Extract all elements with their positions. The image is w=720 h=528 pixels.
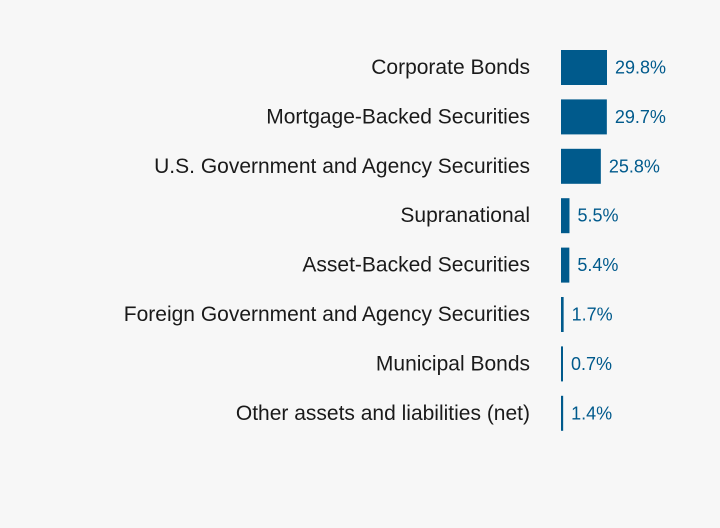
value-label: 0.7% [571, 354, 612, 374]
category-label: Foreign Government and Agency Securities [124, 303, 530, 326]
bars [561, 50, 607, 431]
value-label: 1.4% [571, 403, 612, 423]
value-label: 1.7% [572, 305, 613, 325]
value-label: 5.4% [577, 255, 618, 275]
category-label: Mortgage-Backed Securities [266, 105, 530, 128]
bar [561, 148, 601, 184]
category-label: Asset-Backed Securities [302, 254, 530, 277]
value-label: 25.8% [609, 156, 660, 176]
value-label: 29.7% [615, 107, 666, 127]
category-label: U.S. Government and Agency Securities [154, 155, 530, 178]
category-label: Municipal Bonds [376, 352, 530, 375]
value-label: 5.5% [577, 206, 618, 226]
bar [561, 99, 607, 135]
category-label: Supranational [400, 204, 530, 227]
bar [561, 247, 570, 283]
bar [561, 198, 570, 234]
bar [561, 346, 563, 382]
category-label: Corporate Bonds [371, 56, 530, 79]
value-label: 29.8% [615, 58, 666, 78]
bar [561, 50, 607, 85]
value-labels: 29.8% 29.7% 25.8% 5.5% 5.4% 1.7% 0.7% 1.4% [571, 58, 666, 424]
category-labels: Corporate Bonds Mortgage-Backed Securitie… [124, 56, 530, 425]
category-label: Other assets and liabilities (net) [236, 402, 530, 425]
bar [561, 297, 564, 332]
bar [561, 395, 564, 431]
